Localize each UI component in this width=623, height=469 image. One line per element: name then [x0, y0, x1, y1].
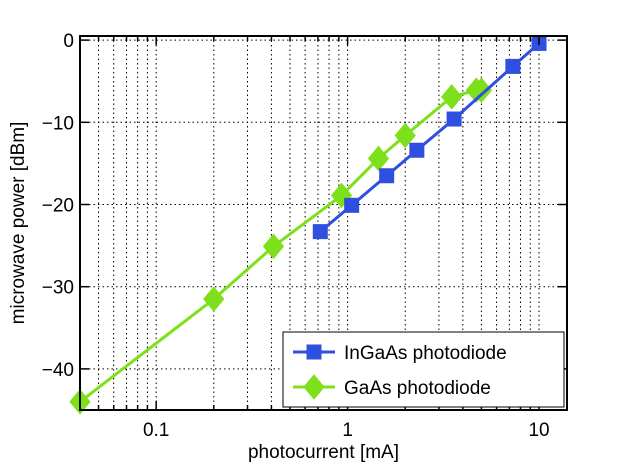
data-point	[203, 286, 225, 312]
data-point	[441, 84, 463, 110]
legend-symbol-ingaas	[293, 344, 335, 360]
data-point	[409, 142, 425, 158]
legend-label-ingaas: InGaAs photodiode	[344, 343, 507, 364]
axes-box	[79, 35, 568, 411]
data-point	[262, 233, 285, 260]
legend-label-gaas: GaAs photodiode	[344, 378, 491, 399]
tick-labels: 0.1 1 10 0 −10 −20 −30 −40	[42, 31, 550, 441]
x-axis-label: photocurrent [mA]	[248, 442, 399, 463]
y-tick-label: −20	[42, 196, 74, 217]
legend-marker	[303, 374, 325, 400]
x-tick-label: 10	[528, 420, 549, 441]
data-point	[470, 77, 493, 104]
data-point	[367, 145, 390, 172]
legend-item-gaas: GaAs photodiode	[293, 374, 491, 400]
data-point	[505, 58, 521, 74]
legend-box	[282, 331, 565, 408]
data-point	[379, 168, 395, 184]
data-point	[344, 197, 360, 213]
y-tick-label: −30	[42, 278, 74, 299]
y-tick-label: 0	[63, 31, 74, 52]
x-tick-label: 1	[342, 420, 353, 441]
series-layer	[69, 35, 547, 415]
y-axis-label: microwave power [dBm]	[8, 122, 29, 325]
legend: InGaAs photodiode GaAs photodiode	[282, 331, 565, 408]
data-point	[446, 111, 462, 127]
legend-marker	[306, 344, 322, 360]
legend-item-ingaas: InGaAs photodiode	[293, 343, 507, 364]
y-tick-label: −40	[42, 360, 74, 381]
series-ingaas	[312, 35, 547, 240]
legend-symbol-gaas	[293, 374, 335, 400]
data-point	[312, 224, 328, 240]
x-tick-label: 0.1	[143, 420, 169, 441]
data-point	[394, 122, 416, 149]
y-tick-label: −10	[42, 113, 74, 134]
